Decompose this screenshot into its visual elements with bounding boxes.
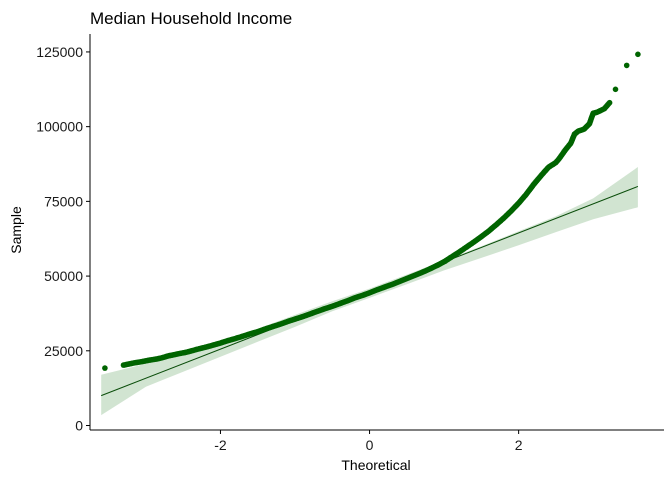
data-point (623, 62, 630, 69)
data-point (612, 86, 619, 93)
data-points-layer (102, 51, 641, 371)
chart-title: Median Household Income (90, 9, 292, 28)
x-tick-label: -2 (214, 437, 227, 453)
y-tick-label: 25000 (44, 343, 83, 359)
data-point (635, 51, 641, 58)
y-tick-label: 125000 (36, 44, 83, 60)
y-tick-label: 75000 (44, 193, 83, 209)
x-axis-title: Theoretical (341, 457, 410, 473)
y-tick-label: 100000 (36, 119, 83, 135)
axes-layer: -2 0 2 0 25000 50000 75000 100000 125000 (36, 34, 664, 453)
y-axis-title: Sample (8, 206, 24, 254)
x-tick-label: 2 (515, 437, 523, 453)
x-tick-label: 0 (366, 437, 374, 453)
y-tick-label: 0 (75, 418, 83, 434)
y-tick-label: 50000 (44, 268, 83, 284)
data-point (102, 365, 108, 371)
data-point (606, 99, 613, 106)
